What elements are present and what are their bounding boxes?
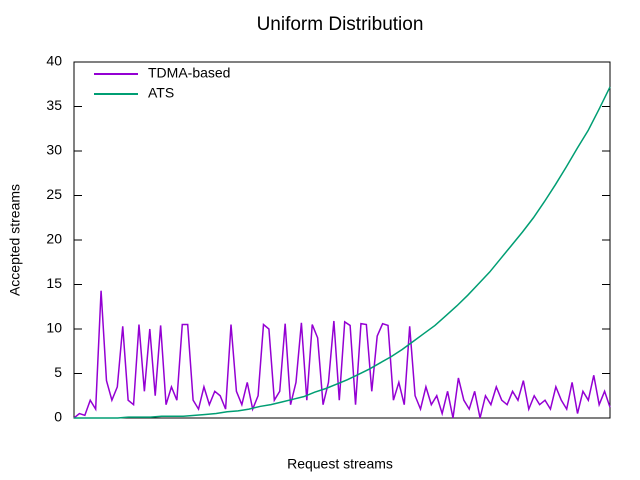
x-axis-label: Request streams xyxy=(287,456,393,472)
series-line xyxy=(74,86,611,419)
legend-label: TDMA-based xyxy=(148,65,230,81)
y-tick-label: 30 xyxy=(46,142,62,158)
series-line xyxy=(73,290,611,419)
y-tick-label: 25 xyxy=(46,186,62,202)
y-tick-label: 20 xyxy=(46,231,62,247)
y-tick-label: 5 xyxy=(54,364,62,380)
y-tick-label: 10 xyxy=(46,320,62,336)
y-tick-label: 0 xyxy=(54,409,62,425)
y-tick-label: 35 xyxy=(46,97,62,113)
y-tick-label: 15 xyxy=(46,275,62,291)
legend-label: ATS xyxy=(148,85,174,101)
y-tick-label: 40 xyxy=(46,53,62,69)
chart-title: Uniform Distribution xyxy=(257,14,424,35)
y-axis-label: Accepted streams xyxy=(7,184,23,296)
